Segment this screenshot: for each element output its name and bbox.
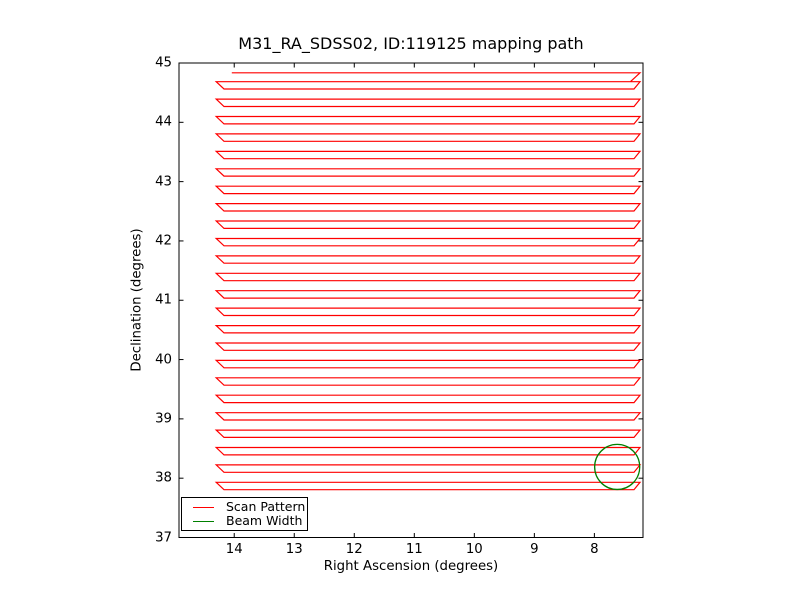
y-tick-label: 42	[155, 233, 172, 249]
x-axis-label: Right Ascension (degrees)	[323, 559, 499, 574]
scan-pattern-legend-line-icon	[193, 506, 214, 508]
x-tick-label: 13	[285, 542, 303, 557]
legend-item-scan-pattern: Scan Pattern	[182, 500, 307, 514]
x-tick-label: 14	[225, 542, 243, 557]
y-tick-label: 43	[155, 173, 172, 189]
beam-width-legend-line-icon	[193, 520, 214, 522]
y-tick-label: 44	[155, 114, 172, 130]
x-tick-label: 8	[590, 542, 599, 557]
x-tick-label: 11	[405, 542, 423, 557]
beam-width-circle	[594, 443, 641, 491]
y-tick-label: 41	[155, 292, 172, 308]
chart-title: M31_RA_SDSS02, ID:119125 mapping path	[238, 34, 584, 53]
legend-item-beam-width: Beam Width	[182, 514, 307, 528]
y-tick-label: 40	[155, 351, 172, 367]
y-tick-label: 38	[155, 470, 172, 486]
legend-box: Scan Pattern Beam Width	[181, 497, 308, 531]
y-tick-label: 45	[155, 55, 172, 71]
x-tick-label: 12	[345, 542, 363, 557]
x-tick-label: 9	[530, 542, 539, 557]
scan-pattern-path	[214, 72, 642, 491]
legend-label: Beam Width	[226, 512, 303, 528]
x-tick-label: 10	[465, 542, 483, 557]
legend-label: Scan Pattern	[226, 498, 306, 514]
y-tick-label: 39	[155, 411, 172, 427]
y-tick-label: 37	[155, 529, 172, 545]
